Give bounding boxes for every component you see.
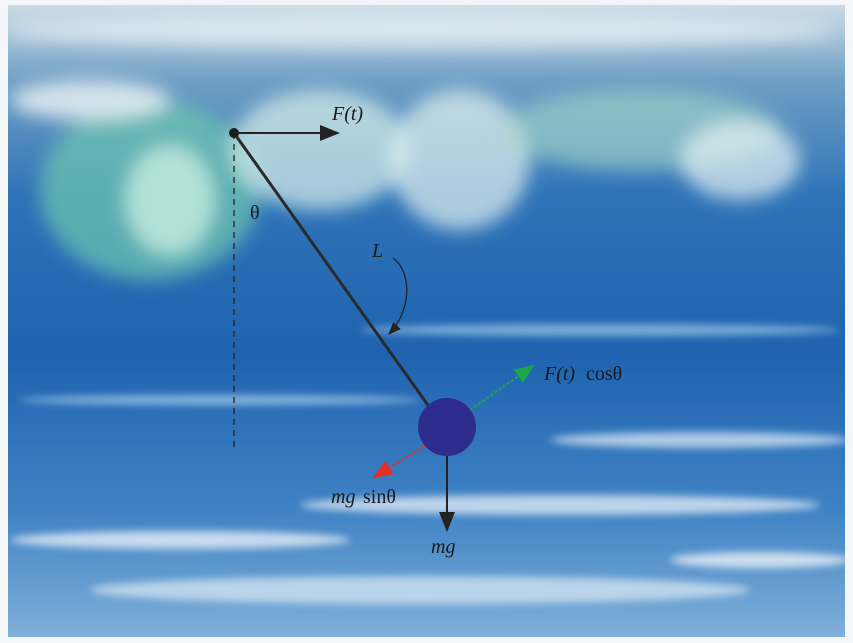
pendulum-diagram: F(t) θ L F(t) cosθ mg sinθ mg <box>0 0 853 643</box>
gravity-label: mg <box>431 536 455 558</box>
force-component-symbol: F(t) <box>543 363 575 385</box>
wave-background <box>0 5 850 637</box>
force-label: F(t) <box>331 103 363 125</box>
page: {"labels": {"force": "F(t)", "angle": "θ… <box>0 0 853 643</box>
gravity-component-symbol: mg <box>331 486 355 508</box>
gravity-component-function: sinθ <box>363 486 396 508</box>
force-component-function: cosθ <box>586 363 622 385</box>
length-label: L <box>371 240 383 262</box>
angle-label: θ <box>250 202 260 224</box>
bob <box>418 398 476 456</box>
